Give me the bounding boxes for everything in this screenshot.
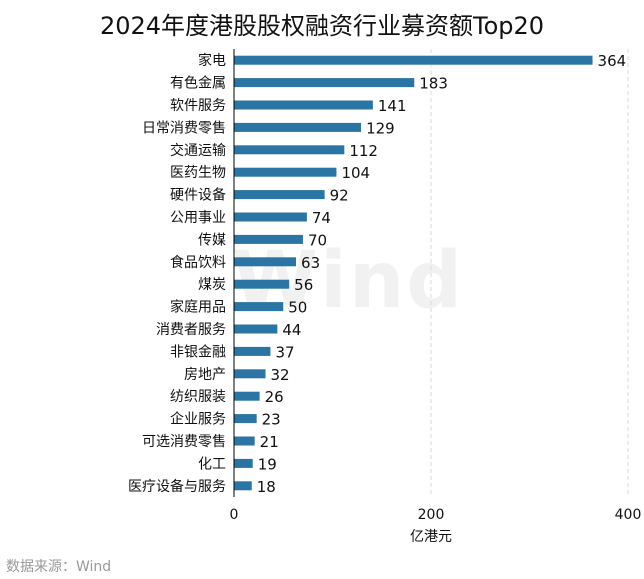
bar bbox=[234, 234, 303, 244]
value-label: 56 bbox=[294, 276, 313, 294]
category-label: 食品饮料 bbox=[170, 254, 226, 271]
x-tick-label: 0 bbox=[230, 507, 239, 523]
category-label: 公用事业 bbox=[170, 210, 226, 226]
category-label: 企业服务 bbox=[170, 411, 226, 428]
value-label: 26 bbox=[265, 388, 284, 406]
category-label: 日常消费零售 bbox=[142, 120, 226, 136]
bar bbox=[234, 122, 362, 132]
bar bbox=[234, 279, 290, 289]
bar bbox=[234, 190, 325, 200]
x-tick-label: 200 bbox=[418, 507, 445, 523]
value-label: 21 bbox=[260, 433, 279, 451]
value-label: 364 bbox=[598, 52, 627, 70]
category-label: 传媒 bbox=[198, 232, 226, 248]
value-label: 32 bbox=[271, 366, 290, 384]
value-label: 50 bbox=[288, 299, 307, 317]
value-label: 112 bbox=[349, 142, 378, 160]
value-label: 19 bbox=[258, 455, 277, 473]
bar bbox=[234, 78, 415, 88]
bar bbox=[234, 145, 345, 155]
category-label: 纺织服装 bbox=[170, 389, 226, 405]
category-label: 家电 bbox=[198, 52, 226, 69]
category-label: 化工 bbox=[198, 456, 226, 472]
source-note: 数据来源：Wind bbox=[6, 559, 112, 575]
bar bbox=[234, 212, 307, 222]
bar bbox=[234, 100, 373, 110]
bar bbox=[234, 257, 297, 267]
bar bbox=[234, 481, 252, 491]
value-label: 92 bbox=[330, 187, 349, 205]
bar bbox=[234, 436, 255, 446]
bar bbox=[234, 167, 337, 177]
chart-title: 2024年度港股股权融资行业募资额Top20 bbox=[99, 12, 545, 40]
category-label: 消费者服务 bbox=[156, 322, 226, 338]
value-label: 104 bbox=[341, 164, 370, 182]
value-label: 63 bbox=[301, 254, 320, 272]
category-label: 医药生物 bbox=[170, 165, 226, 181]
value-label: 74 bbox=[312, 209, 331, 227]
category-label: 医疗设备与服务 bbox=[128, 478, 226, 495]
value-label: 44 bbox=[282, 321, 301, 339]
value-label: 129 bbox=[366, 119, 395, 137]
category-label: 软件服务 bbox=[170, 98, 226, 114]
category-label: 有色金属 bbox=[170, 75, 226, 92]
bar bbox=[234, 458, 253, 468]
category-label: 交通运输 bbox=[170, 142, 226, 159]
value-label: 183 bbox=[419, 75, 448, 93]
category-label: 煤炭 bbox=[198, 277, 226, 293]
category-label: 家庭用品 bbox=[170, 299, 226, 316]
value-label: 37 bbox=[275, 343, 294, 361]
bar bbox=[234, 302, 284, 312]
bar bbox=[234, 324, 278, 334]
value-label: 70 bbox=[308, 231, 327, 249]
bar bbox=[234, 391, 260, 401]
bar bbox=[234, 55, 593, 65]
bar bbox=[234, 369, 266, 379]
value-label: 18 bbox=[257, 478, 276, 496]
x-axis-label: 亿港元 bbox=[410, 529, 452, 545]
value-label: 141 bbox=[378, 97, 407, 115]
category-label: 房地产 bbox=[184, 367, 226, 383]
bar bbox=[234, 414, 257, 424]
category-label: 非银金融 bbox=[170, 344, 226, 360]
value-label: 23 bbox=[262, 411, 281, 429]
bar bbox=[234, 346, 271, 356]
category-label: 可选消费零售 bbox=[142, 434, 226, 450]
category-label: 硬件设备 bbox=[170, 187, 226, 204]
x-tick-label: 400 bbox=[615, 507, 642, 523]
